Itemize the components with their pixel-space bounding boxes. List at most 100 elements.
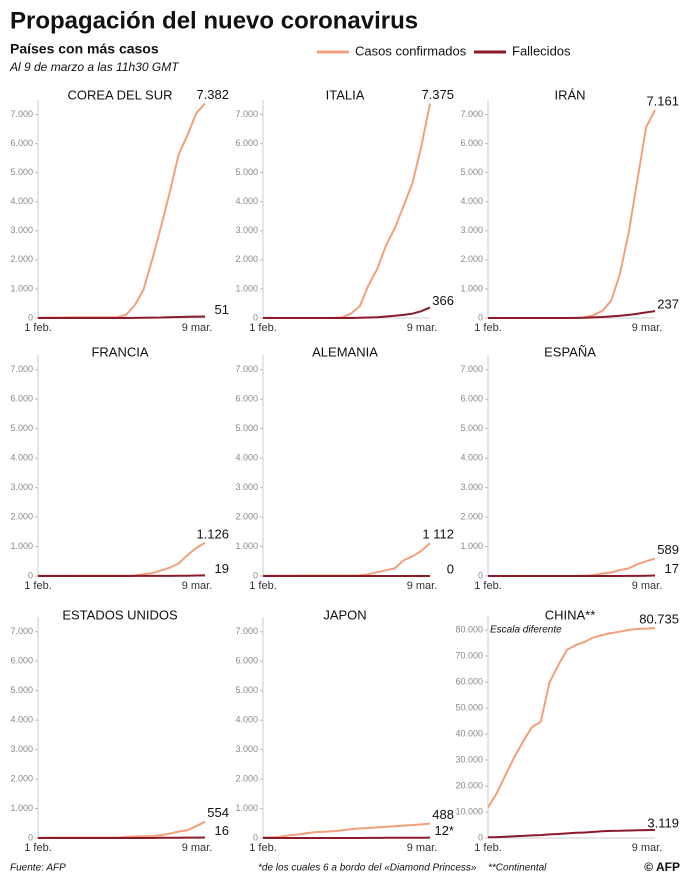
y-tick-label: 0 xyxy=(28,832,33,842)
panel-title: ITALIA xyxy=(326,87,365,102)
panel-title: JAPON xyxy=(323,607,366,622)
x-tick-label: 9 mar. xyxy=(632,580,663,592)
x-tick-label: 9 mar. xyxy=(632,322,663,334)
series-line xyxy=(37,820,206,839)
y-tick-label: 5.000 xyxy=(10,167,33,177)
y-tick-label: 0 xyxy=(253,312,258,322)
end-label: 3.119 xyxy=(647,815,679,830)
y-tick-label: 7.000 xyxy=(10,109,33,119)
panel-title: IRÁN xyxy=(554,87,585,102)
series-line xyxy=(262,542,431,577)
end-label: 16 xyxy=(215,823,229,838)
series-line xyxy=(263,306,431,319)
y-tick-label: 0 xyxy=(253,570,258,580)
y-tick-label: 0 xyxy=(253,832,258,842)
series-line xyxy=(263,103,431,319)
end-label: 237 xyxy=(657,297,679,312)
y-tick-label: 2.000 xyxy=(235,773,258,783)
y-tick-label: 3.000 xyxy=(235,744,258,754)
y-tick-label: 3.000 xyxy=(235,482,258,492)
series-line xyxy=(38,541,206,577)
panel-title: ESPAÑA xyxy=(544,344,596,359)
y-tick-label: 3.000 xyxy=(10,744,33,754)
y-tick-label: 5.000 xyxy=(10,423,33,433)
y-tick-label: 5.000 xyxy=(235,685,258,695)
y-tick-label: 5.000 xyxy=(235,423,258,433)
series-line xyxy=(488,109,656,319)
y-tick-label: 1.000 xyxy=(235,541,258,551)
x-tick-label: 1 feb. xyxy=(249,842,277,854)
series-line xyxy=(487,627,656,808)
y-tick-label: 70.000 xyxy=(455,650,483,660)
series-line xyxy=(488,574,656,577)
end-label: 1.126 xyxy=(196,526,229,541)
y-tick-label: 2.000 xyxy=(460,254,483,264)
y-tick-label: 1.000 xyxy=(460,541,483,551)
end-label: 7.382 xyxy=(196,87,229,102)
subtitle: Países con más casos xyxy=(10,41,159,57)
series-line xyxy=(488,557,656,577)
x-tick-label: 9 mar. xyxy=(182,842,213,854)
x-tick-label: 1 feb. xyxy=(24,322,52,334)
y-tick-label: 4.000 xyxy=(10,453,33,463)
y-tick-label: 60.000 xyxy=(455,676,483,686)
y-tick-label: 5.000 xyxy=(460,167,483,177)
y-tick-label: 1.000 xyxy=(10,283,33,293)
y-tick-label: 1.000 xyxy=(235,803,258,813)
y-tick-label: 2.000 xyxy=(235,254,258,264)
panel-title: FRANCIA xyxy=(91,344,148,359)
y-tick-label: 5.000 xyxy=(460,423,483,433)
series-line xyxy=(38,315,206,319)
y-tick-label: 3.000 xyxy=(10,482,33,492)
end-label: 51 xyxy=(215,302,229,317)
x-tick-label: 1 feb. xyxy=(24,842,52,854)
y-tick-label: 80.000 xyxy=(455,624,483,634)
y-tick-label: 1.000 xyxy=(460,283,483,293)
end-label: 12* xyxy=(434,823,454,838)
y-tick-label: 7.000 xyxy=(460,109,483,119)
title: Propagación del nuevo coronavirus xyxy=(10,7,418,34)
y-tick-label: 0 xyxy=(28,570,33,580)
y-tick-label: 40.000 xyxy=(455,728,483,738)
y-tick-label: 6.000 xyxy=(460,394,483,404)
y-tick-label: 2.000 xyxy=(10,254,33,264)
y-tick-label: 7.000 xyxy=(235,626,258,636)
y-tick-label: 4.000 xyxy=(460,196,483,206)
x-tick-label: 1 feb. xyxy=(249,322,277,334)
y-tick-label: 4.000 xyxy=(235,196,258,206)
y-tick-label: 4.000 xyxy=(235,715,258,725)
y-tick-label: 6.000 xyxy=(460,138,483,148)
y-tick-label: 0 xyxy=(478,570,483,580)
credit: © AFP xyxy=(644,860,680,874)
x-tick-label: 9 mar. xyxy=(182,322,213,334)
y-tick-label: 6.000 xyxy=(235,656,258,666)
end-label: 1 112 xyxy=(422,527,454,542)
panel-title: COREA DEL SUR xyxy=(68,87,173,102)
end-label: 554 xyxy=(207,805,229,820)
x-tick-label: 1 feb. xyxy=(249,580,277,592)
y-tick-label: 1.000 xyxy=(10,803,33,813)
date: Al 9 de marzo a las 11h30 GMT xyxy=(9,60,180,74)
y-tick-label: 5.000 xyxy=(10,685,33,695)
series-line xyxy=(488,310,656,319)
y-tick-label: 3.000 xyxy=(460,482,483,492)
y-tick-label: 7.000 xyxy=(10,626,33,636)
end-label: 0 xyxy=(447,561,454,576)
y-tick-label: 6.000 xyxy=(235,138,258,148)
y-tick-label: 4.000 xyxy=(10,715,33,725)
series-line xyxy=(263,822,431,839)
footnote: **Continental xyxy=(488,863,547,874)
series-line xyxy=(37,102,206,319)
y-tick-label: 0 xyxy=(478,312,483,322)
y-tick-label: 6.000 xyxy=(10,138,33,148)
y-tick-label: 7.000 xyxy=(235,364,258,374)
end-label: 80.735 xyxy=(639,612,679,627)
end-label: 19 xyxy=(215,561,229,576)
annotation: Escala diferente xyxy=(490,625,562,636)
end-label: 366 xyxy=(432,293,454,308)
y-tick-label: 2.000 xyxy=(460,511,483,521)
panel-title: ESTADOS UNIDOS xyxy=(62,607,178,622)
end-label: 488 xyxy=(432,807,454,822)
series-line xyxy=(487,828,656,839)
y-tick-label: 7.000 xyxy=(10,364,33,374)
